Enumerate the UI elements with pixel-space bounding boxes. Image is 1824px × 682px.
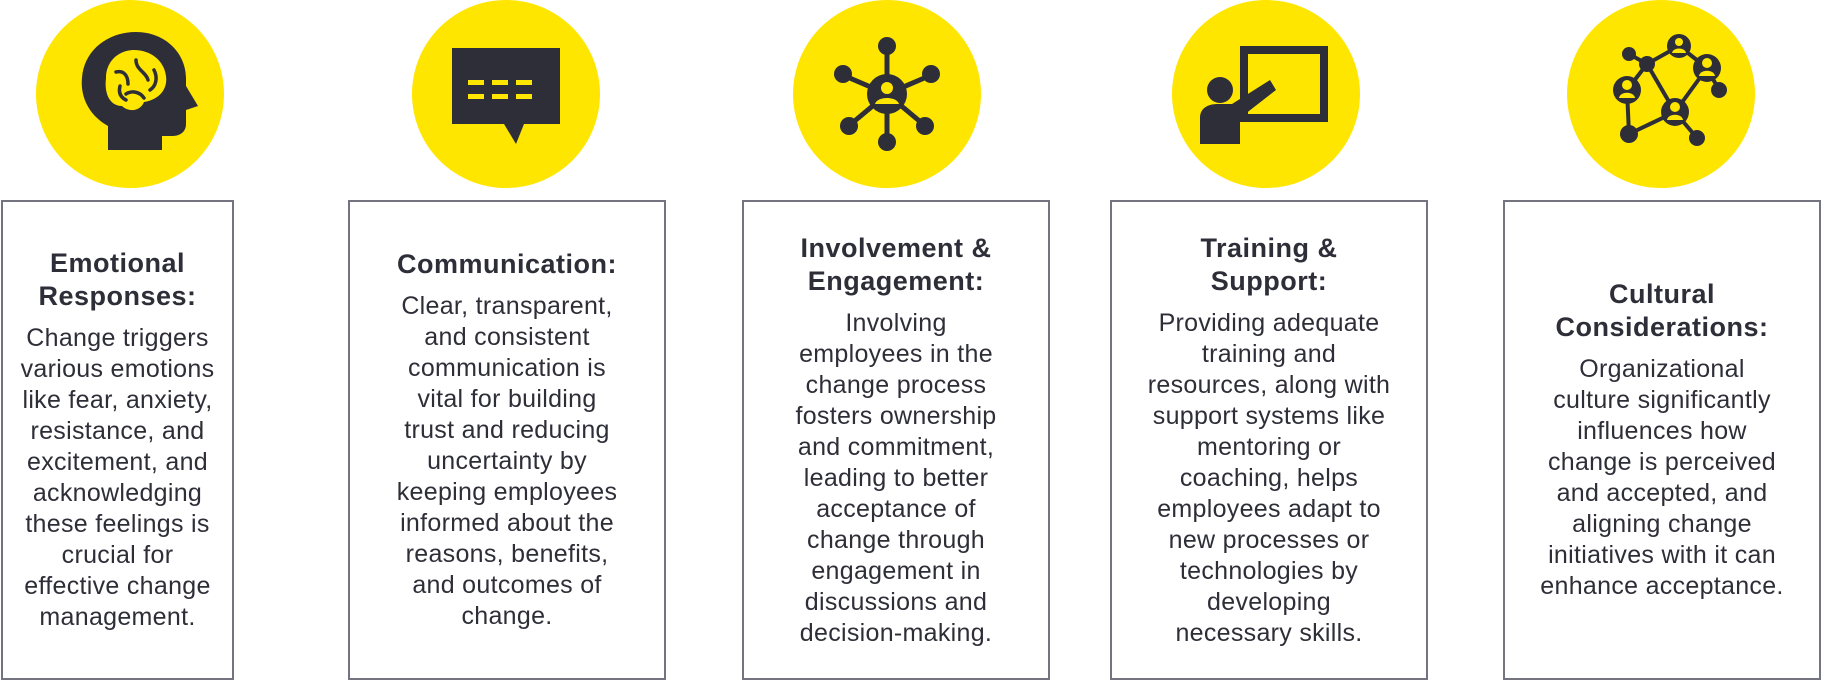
network-person-icon <box>834 37 940 151</box>
icon-circle <box>412 0 600 188</box>
body-line: fosters ownership <box>795 401 997 430</box>
card-column-cultural: Cultural Considerations: Organizational … <box>1503 0 1824 682</box>
body-line: coaching, helps <box>1179 463 1359 492</box>
body-line: change. <box>461 602 553 630</box>
body-line: reasons, benefits, <box>405 540 609 568</box>
body-line: resistance, and <box>30 417 205 445</box>
body-line: support systems like <box>1152 401 1386 430</box>
card-body: Providing adequate training and resource… <box>1148 308 1391 649</box>
body-line: leading to better <box>803 463 989 492</box>
body-line: and commitment, <box>797 432 995 461</box>
body-line: trust and reducing <box>404 416 610 444</box>
body-line: initiatives with it can <box>1548 541 1776 569</box>
body-line: effective change <box>24 572 211 600</box>
body-line: Clear, transparent, <box>401 292 613 320</box>
card-title: Emotional Responses: <box>38 247 196 313</box>
title-line: Responses: <box>38 281 197 311</box>
title-line: Considerations: <box>1555 312 1769 342</box>
title-line: Cultural <box>1608 279 1715 309</box>
body-line: Organizational <box>1579 355 1745 383</box>
card-body: Clear, transparent, and consistent commu… <box>397 291 618 632</box>
title-line: Involvement & <box>800 232 992 263</box>
brain-head-icon <box>81 32 198 150</box>
body-line: necessary skills. <box>1175 618 1363 647</box>
card-involvement-engagement: Involvement & Engagement: Involving empl… <box>742 200 1050 680</box>
body-line: aligning change <box>1572 510 1752 538</box>
body-line: enhance acceptance. <box>1540 572 1784 600</box>
card-cultural-considerations: Cultural Considerations: Organizational … <box>1503 200 1821 680</box>
body-line: keeping employees <box>396 478 618 506</box>
body-line: Providing adequate <box>1158 308 1380 337</box>
body-line: acceptance of <box>816 494 976 523</box>
card-body: Change triggers various emotions like fe… <box>21 323 215 633</box>
card-column-emotional: Emotional Responses: Change triggers var… <box>0 0 270 682</box>
body-line: various emotions <box>20 355 215 383</box>
body-line: management. <box>39 603 196 631</box>
body-line: resources, along with <box>1147 370 1391 399</box>
title-line: Engagement: <box>807 265 985 296</box>
card-emotional-responses: Emotional Responses: Change triggers var… <box>1 200 234 680</box>
body-line: influences how <box>1577 417 1747 445</box>
body-line: training and <box>1201 339 1337 368</box>
card-title: Communication: <box>397 248 617 281</box>
card-column-communication: Communication: Clear, transparent, and c… <box>348 0 668 682</box>
title-line: Communication: <box>397 249 617 279</box>
card-body: Involving employees in the change proces… <box>795 308 996 649</box>
card-training-support: Training & Support: Providing adequate t… <box>1110 200 1428 680</box>
body-line: employees adapt to <box>1157 494 1381 523</box>
title-line: Training & <box>1200 232 1338 263</box>
body-line: employees in the <box>799 339 993 368</box>
body-line: discussions and <box>804 587 988 616</box>
body-line: excitement, and <box>27 448 208 476</box>
card-communication: Communication: Clear, transparent, and c… <box>348 200 666 680</box>
icon-circle <box>1567 0 1755 188</box>
body-line: developing <box>1207 587 1331 616</box>
icon-circle <box>36 0 224 188</box>
presenter-board-icon <box>1200 46 1328 144</box>
card-body: Organizational culture significantly inf… <box>1540 354 1783 602</box>
body-line: change through <box>807 525 985 554</box>
chat-bubble-icon <box>452 48 560 144</box>
body-line: these feelings is <box>25 510 210 538</box>
body-line: Change triggers <box>26 324 209 352</box>
body-line: communication is <box>408 354 606 382</box>
title-line: Support: <box>1210 265 1328 296</box>
body-line: uncertainty by <box>427 447 587 475</box>
body-line: technologies by <box>1179 556 1359 585</box>
card-title: Involvement & Engagement: <box>800 232 991 298</box>
icon-circle <box>1172 0 1360 188</box>
body-line: and consistent <box>424 323 590 351</box>
body-line: like fear, anxiety, <box>22 386 213 414</box>
body-line: decision-making. <box>799 618 993 647</box>
card-title: Cultural Considerations: <box>1555 278 1768 344</box>
card-title: Training & Support: <box>1200 232 1337 298</box>
body-line: Involving <box>845 308 947 337</box>
body-line: new processes or <box>1168 525 1370 554</box>
body-line: informed about the <box>400 509 614 537</box>
body-line: vital for building <box>417 385 597 413</box>
body-line: mentoring or <box>1197 432 1341 461</box>
body-line: change is perceived <box>1547 448 1777 476</box>
card-column-training: Training & Support: Providing adequate t… <box>1110 0 1430 682</box>
body-line: culture significantly <box>1553 386 1771 414</box>
body-line: and accepted, and <box>1556 479 1768 507</box>
body-line: crucial for <box>61 541 174 569</box>
body-line: change process <box>805 370 987 399</box>
body-line: acknowledging <box>32 479 203 507</box>
title-line: Emotional <box>49 248 185 278</box>
card-column-involvement: Involvement & Engagement: Involving empl… <box>742 0 1052 682</box>
people-network-icon <box>1613 34 1727 146</box>
body-line: and outcomes of <box>412 571 602 599</box>
icon-circle <box>793 0 981 188</box>
body-line: engagement in <box>811 556 981 585</box>
